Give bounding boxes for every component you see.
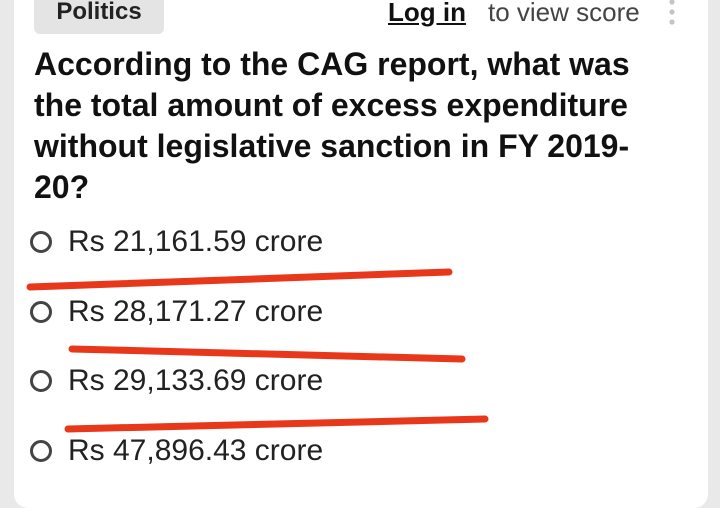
radio-button-icon[interactable]: [30, 301, 52, 323]
option-3[interactable]: Rs 29,133.69 crore: [30, 361, 323, 401]
option-1[interactable]: Rs 21,161.59 crore: [30, 222, 323, 262]
option-label: Rs 47,896.43 crore: [68, 434, 324, 467]
vertical-dots-icon[interactable]: [666, 0, 678, 28]
option-label: Rs 28,171.27 crore: [68, 295, 324, 328]
option-2[interactable]: Rs 28,171.27 crore: [30, 292, 323, 332]
view-score-text: to view score: [488, 0, 640, 27]
option-label: Rs 21,161.59 crore: [68, 225, 324, 258]
category-tag[interactable]: Politics: [34, 0, 164, 34]
option-4[interactable]: Rs 47,896.43 crore: [30, 431, 323, 471]
question-text: According to the CAG report, what was th…: [34, 46, 630, 205]
radio-button-icon[interactable]: [30, 440, 52, 462]
option-label: Rs 29,133.69 crore: [68, 364, 324, 397]
login-link[interactable]: Log in: [388, 0, 466, 27]
radio-button-icon[interactable]: [30, 231, 52, 253]
radio-button-icon[interactable]: [30, 370, 52, 392]
